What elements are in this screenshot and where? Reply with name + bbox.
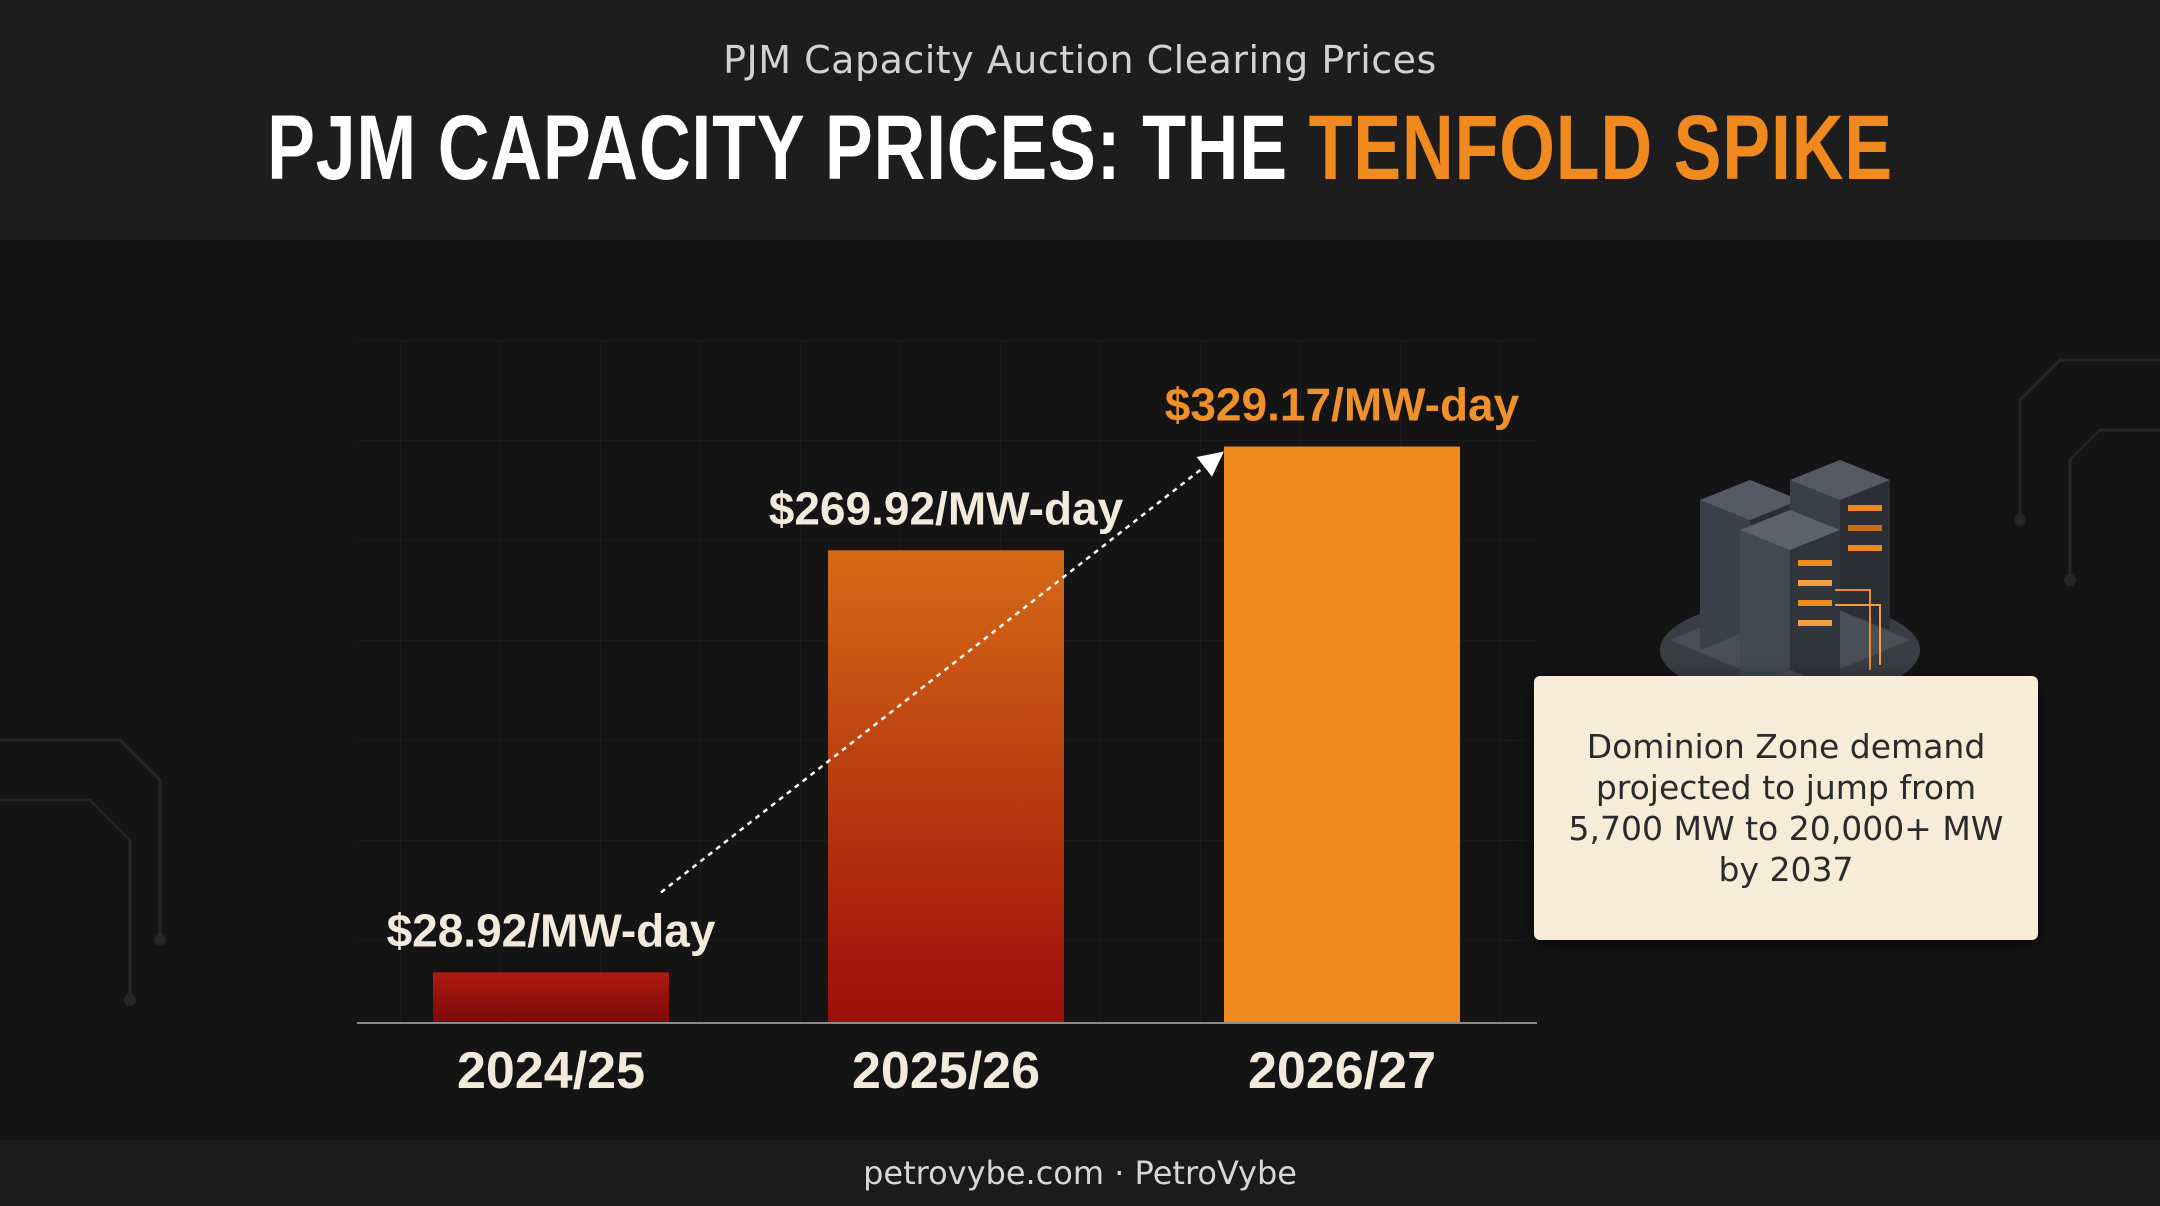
x-tick-2025-26: 2025/26: [852, 1042, 1040, 1100]
note-text: Dominion Zone demand projected to jump f…: [1568, 727, 2004, 889]
chart-area: $28.92/MW-day $269.92/MW-day $329.17/MW-da…: [0, 240, 2160, 1140]
server-rack-icon: [1660, 460, 1920, 700]
value-label-2026-27: $329.17/MW-day: [1165, 379, 1520, 431]
footer-credit: petrovybe.com · PetroVybe: [863, 1154, 1297, 1192]
title-main: PJM CAPACITY PRICES: THE: [267, 97, 1309, 199]
bars: [433, 446, 1460, 1023]
circuit-decoration: [0, 358, 2160, 1006]
note-card: Dominion Zone demand projected to jump f…: [1534, 676, 2038, 940]
bar-chart: $28.92/MW-day $269.92/MW-day $329.17/MW-da…: [0, 340, 2160, 1100]
title-accent: TENFOLD SPIKE: [1308, 97, 1893, 199]
footer: petrovybe.com · PetroVybe: [0, 1140, 2160, 1206]
chart-title: PJM CAPACITY PRICES: THE TENFOLD SPIKE: [238, 96, 1923, 201]
chart-subtitle: PJM Capacity Auction Clearing Prices: [723, 38, 1437, 82]
trend-arrow: [660, 451, 1224, 894]
trend-arrow-line: [660, 451, 1224, 894]
bar-2026-27: [1224, 446, 1460, 1023]
bar-2024-25: [433, 972, 669, 1023]
x-tick-2024-25: 2024/25: [457, 1042, 645, 1100]
x-tick-2026-27: 2026/27: [1248, 1042, 1436, 1100]
bar-2025-26: [828, 550, 1064, 1023]
value-label-2025-26: $269.92/MW-day: [769, 482, 1124, 534]
value-label-2024-25: $28.92/MW-day: [387, 904, 716, 956]
header: PJM Capacity Auction Clearing Prices PJM…: [0, 0, 2160, 240]
value-labels: $28.92/MW-day $269.92/MW-day $329.17/MW-da…: [387, 379, 1520, 957]
x-tick-labels: 2024/25 2025/26 2026/27: [457, 1042, 1436, 1100]
